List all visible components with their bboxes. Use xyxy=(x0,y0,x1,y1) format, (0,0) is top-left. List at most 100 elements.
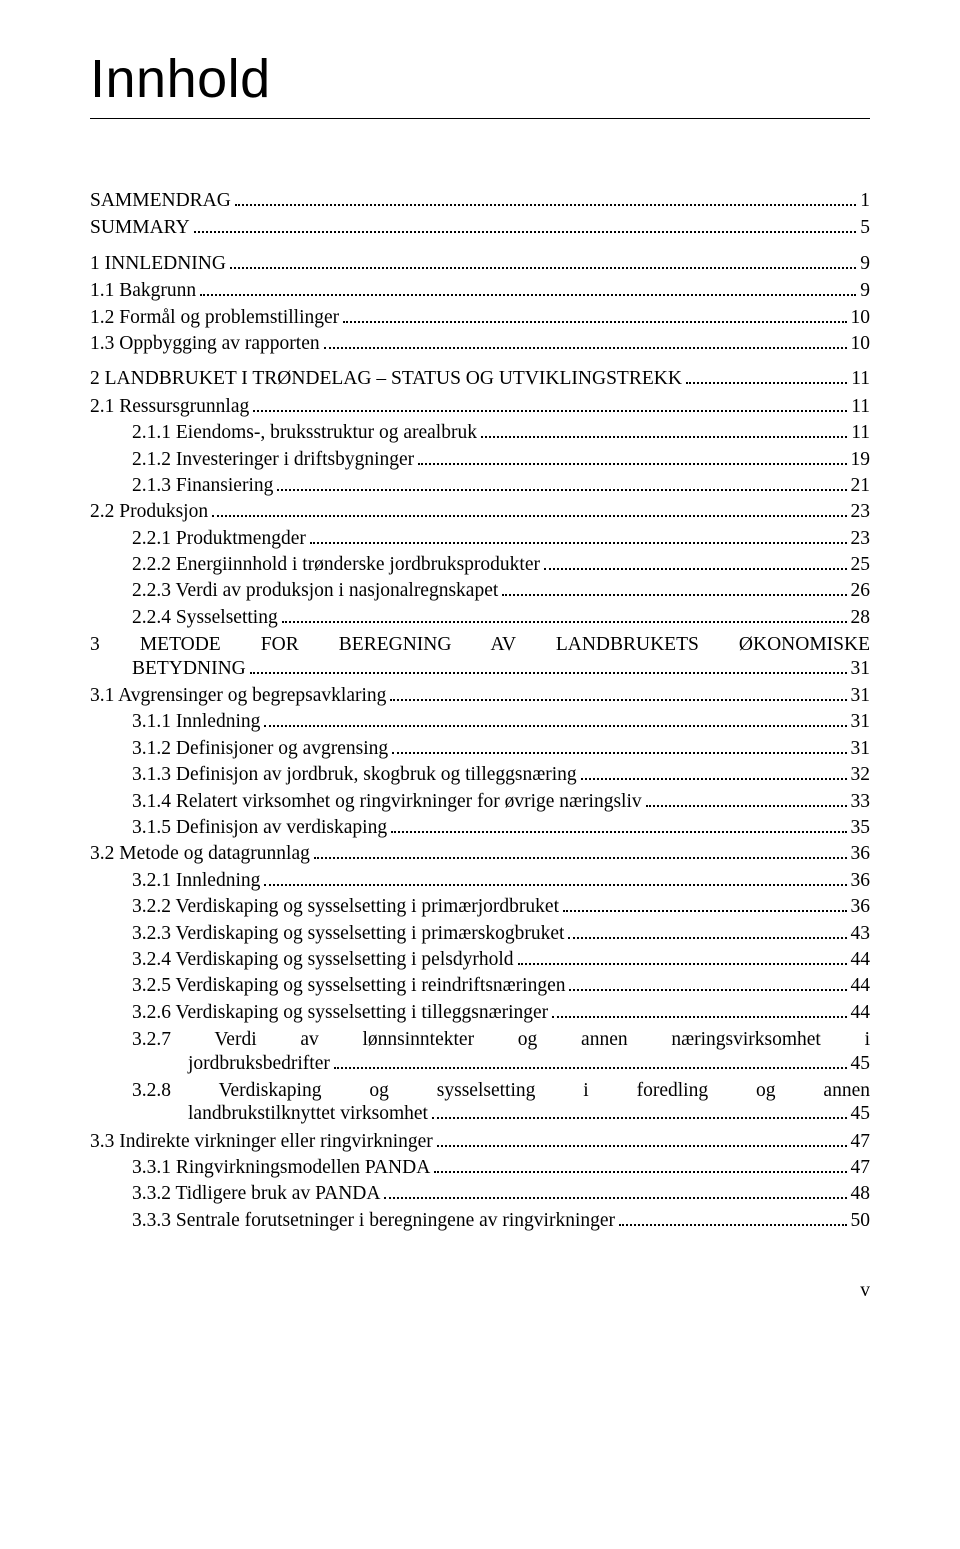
toc-entry-page: 28 xyxy=(851,606,871,629)
toc-entry-label: 2.2.2 Energiinnhold i trønderske jordbru… xyxy=(132,553,540,576)
toc-entry-page: 35 xyxy=(851,816,871,839)
table-of-contents: SAMMENDRAG1SUMMARY51 INNLEDNING91.1 Bakg… xyxy=(90,189,870,1232)
toc-entry-page: 9 xyxy=(860,279,870,302)
toc-entry-page: 31 xyxy=(851,710,871,733)
toc-entry-label: 3.3 Indirekte virkninger eller ringvirkn… xyxy=(90,1130,433,1153)
toc-leader xyxy=(569,977,846,991)
toc-entry: 2.1.1 Eiendoms-, bruksstruktur og arealb… xyxy=(132,421,870,444)
toc-leader xyxy=(502,582,846,596)
toc-entry-label: landbrukstilknyttet virksomhet xyxy=(188,1102,428,1125)
toc-entry-page: 45 xyxy=(851,1102,871,1125)
toc-entry-label: 2.2 Produksjon xyxy=(90,500,208,523)
toc-entry: 3.3.2 Tidligere bruk av PANDA48 xyxy=(132,1182,870,1205)
toc-entry: 3.1.2 Definisjoner og avgrensing31 xyxy=(132,737,870,760)
toc-entry-page: 31 xyxy=(851,684,871,707)
toc-leader xyxy=(391,819,846,833)
toc-entry-page: 10 xyxy=(851,306,871,329)
toc-leader xyxy=(619,1212,846,1226)
toc-entry-page: 9 xyxy=(860,252,870,275)
toc-leader xyxy=(264,872,846,886)
toc-entry-label: 3.2.3 Verdiskaping og sysselsetting i pr… xyxy=(132,922,564,945)
toc-leader xyxy=(481,424,847,438)
toc-leader xyxy=(581,766,847,780)
toc-entry: 3.2.1 Innledning36 xyxy=(132,869,870,892)
toc-leader xyxy=(552,1004,846,1018)
toc-entry-page: 5 xyxy=(860,216,870,239)
toc-entry-label: 1.3 Oppbygging av rapporten xyxy=(90,332,320,355)
toc-entry-label: SAMMENDRAG xyxy=(90,189,231,212)
toc-entry-page: 36 xyxy=(851,869,871,892)
toc-entry: 3.1 Avgrensinger og begrepsavklaring 31 xyxy=(90,684,870,707)
toc-leader xyxy=(212,503,846,517)
toc-leader xyxy=(390,687,846,701)
toc-entry: 3.3 Indirekte virkninger eller ringvirkn… xyxy=(90,1130,870,1153)
toc-entry-label: 2.2.1 Produktmengder xyxy=(132,527,306,550)
toc-entry-page: 50 xyxy=(851,1209,871,1232)
toc-leader xyxy=(310,530,847,544)
toc-entry-label: 2.2.3 Verdi av produksjon i nasjonalregn… xyxy=(132,579,498,602)
toc-entry: SAMMENDRAG 1 xyxy=(90,189,870,212)
toc-leader xyxy=(432,1105,847,1119)
toc-entry: 1.1 Bakgrunn 9 xyxy=(90,279,870,302)
toc-entry: 1.2 Formål og problemstillinger 10 xyxy=(90,306,870,329)
toc-entry: 3.1.4 Relatert virksomhet og ringvirknin… xyxy=(132,790,870,813)
toc-entry-label: 3.1.3 Definisjon av jordbruk, skogbruk o… xyxy=(132,763,577,786)
toc-leader xyxy=(437,1133,847,1147)
toc-entry-label: SUMMARY xyxy=(90,216,190,239)
toc-entry-label: 2.1.3 Finansiering xyxy=(132,474,273,497)
toc-entry-page: 11 xyxy=(851,421,870,444)
toc-entry-page: 43 xyxy=(851,922,871,945)
toc-entry-label: 1.2 Formål og problemstillinger xyxy=(90,306,339,329)
toc-entry: 3.2.7 Verdi av lønnsinntekter og annen n… xyxy=(132,1028,870,1075)
toc-entry: 2.2.3 Verdi av produksjon i nasjonalregn… xyxy=(132,579,870,602)
toc-leader xyxy=(282,609,847,623)
toc-entry-page: 48 xyxy=(851,1182,871,1205)
toc-entry-page: 32 xyxy=(851,763,871,786)
toc-leader xyxy=(518,951,847,965)
toc-leader xyxy=(200,282,856,296)
toc-entry-label: 1 INNLEDNING xyxy=(90,252,226,275)
toc-entry: SUMMARY 5 xyxy=(90,216,870,239)
toc-leader xyxy=(277,477,846,491)
toc-entry: 3.1.1 Innledning 31 xyxy=(132,710,870,733)
toc-entry: 3.2.6 Verdiskaping og sysselsetting i ti… xyxy=(132,1001,870,1024)
toc-entry-page: 1 xyxy=(860,189,870,212)
toc-entry-label: 3.2.7 Verdi av lønnsinntekter og annen n… xyxy=(132,1028,870,1051)
toc-entry: 2.2.4 Sysselsetting28 xyxy=(132,606,870,629)
toc-leader xyxy=(434,1159,846,1173)
toc-entry-continuation: jordbruksbedrifter45 xyxy=(188,1052,870,1075)
toc-entry-label: 2 LANDBRUKET I TRØNDELAG – STATUS OG UTV… xyxy=(90,367,682,390)
toc-entry-label: 2.1.1 Eiendoms-, bruksstruktur og arealb… xyxy=(132,421,477,444)
toc-leader xyxy=(194,219,857,233)
toc-entry-label: 3 METODE FOR BEREGNING AV LANDBRUKETS ØK… xyxy=(90,633,870,656)
toc-leader xyxy=(324,335,847,349)
toc-entry-page: 44 xyxy=(851,1001,871,1024)
title-rule xyxy=(90,118,870,119)
toc-entry-continuation: landbrukstilknyttet virksomhet 45 xyxy=(188,1102,870,1125)
toc-entry: 3 METODE FOR BEREGNING AV LANDBRUKETS ØK… xyxy=(90,633,870,680)
toc-entry-page: 11 xyxy=(851,367,870,390)
toc-entry-label: 3.1.1 Innledning xyxy=(132,710,260,733)
toc-entry-label: 2.1 Ressursgrunnlag xyxy=(90,395,249,418)
toc-entry-page: 44 xyxy=(851,948,871,971)
toc-entry: 2.1.2 Investeringer i driftsbygninger19 xyxy=(132,448,870,471)
toc-entry: 3.2 Metode og datagrunnlag36 xyxy=(90,842,870,865)
toc-leader xyxy=(250,660,847,674)
toc-entry: 2.1 Ressursgrunnlag11 xyxy=(90,395,870,418)
toc-entry: 3.3.3 Sentrale forutsetninger i beregnin… xyxy=(132,1209,870,1232)
toc-entry-label: 1.1 Bakgrunn xyxy=(90,279,196,302)
toc-leader xyxy=(314,845,847,859)
toc-leader xyxy=(568,925,846,939)
toc-entry-page: 25 xyxy=(851,553,871,576)
toc-entry-page: 10 xyxy=(851,332,871,355)
toc-entry-label: 3.1 Avgrensinger og begrepsavklaring xyxy=(90,684,386,707)
toc-entry-label: 3.2.2 Verdiskaping og sysselsetting i pr… xyxy=(132,895,559,918)
toc-entry: 1.3 Oppbygging av rapporten 10 xyxy=(90,332,870,355)
toc-entry-page: 36 xyxy=(851,842,871,865)
toc-entry: 3.1.3 Definisjon av jordbruk, skogbruk o… xyxy=(132,763,870,786)
toc-entry-page: 36 xyxy=(851,895,871,918)
toc-entry-page: 47 xyxy=(851,1156,871,1179)
toc-entry-label: 3.3.1 Ringvirkningsmodellen PANDA xyxy=(132,1156,430,1179)
toc-leader xyxy=(343,309,846,323)
toc-entry: 3.2.5 Verdiskaping og sysselsetting i re… xyxy=(132,974,870,997)
